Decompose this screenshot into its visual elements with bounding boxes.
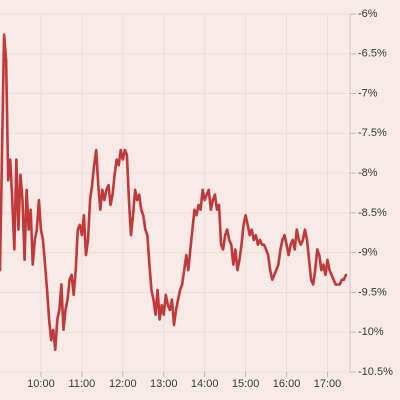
- x-tick-label: 12:00: [109, 378, 137, 390]
- y-tick-label: -9%: [358, 247, 378, 259]
- x-tick-label: 10:00: [27, 378, 55, 390]
- y-tick-label: -9.5%: [358, 286, 387, 298]
- y-tick-label: -10.5%: [358, 366, 393, 378]
- y-tick-label: -7%: [358, 87, 378, 99]
- x-tick-label: 15:00: [232, 378, 260, 390]
- y-tick-label: -6.5%: [358, 48, 387, 60]
- x-tick-label: 16:00: [273, 378, 301, 390]
- x-tick-label: 13:00: [150, 378, 178, 390]
- x-tick-label: 14:00: [191, 378, 219, 390]
- data-line: [0, 33, 348, 352]
- y-tick-label: -6%: [358, 8, 378, 20]
- y-tick-label: -7.5%: [358, 127, 387, 139]
- y-tick-label: -8.5%: [358, 207, 387, 219]
- x-tick-label: 17:00: [314, 378, 342, 390]
- x-tick-label: 11:00: [69, 378, 96, 390]
- y-tick-label: -10%: [358, 326, 384, 338]
- y-tick-label: -8%: [358, 167, 378, 179]
